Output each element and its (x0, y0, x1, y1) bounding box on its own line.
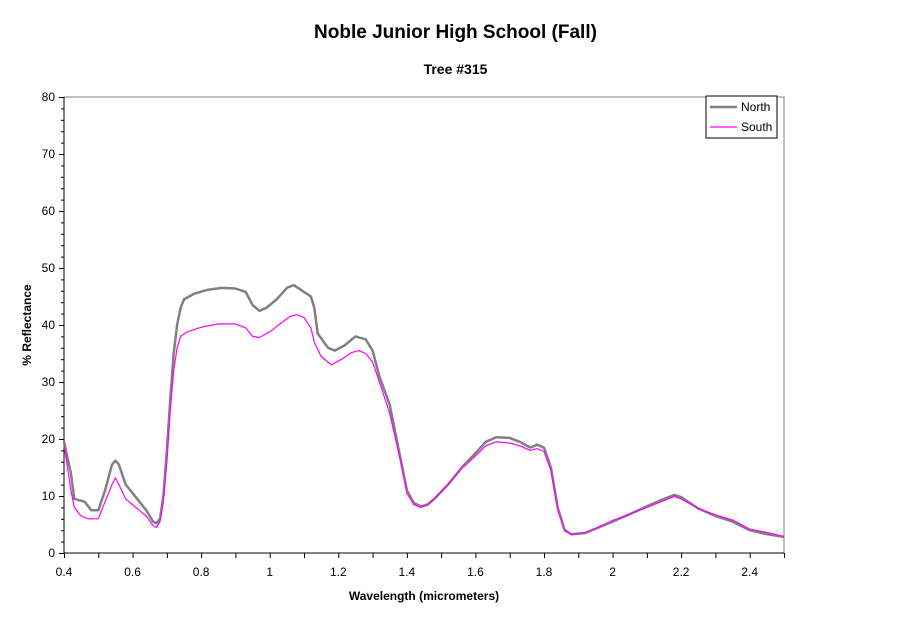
x-tick-label: 1.6 (467, 565, 484, 579)
x-tick-label: 2.4 (741, 565, 758, 579)
y-tick-label: 40 (42, 318, 56, 332)
y-tick-label: 20 (42, 432, 56, 446)
x-axis-label: Wavelength (micrometers) (349, 589, 499, 603)
y-tick-label: 50 (42, 261, 56, 275)
chart-title: Noble Junior High School (Fall) (314, 22, 597, 43)
y-tick-label: 60 (42, 204, 56, 218)
legend-box (705, 95, 778, 139)
legend-label-north: North (741, 100, 770, 114)
x-tick-label: 1.2 (330, 565, 347, 579)
x-tick-label: 0.4 (56, 565, 73, 579)
legend-label-south: South (741, 120, 772, 134)
legend: North South (705, 95, 778, 139)
y-axis-label: % Reflectance (20, 284, 34, 366)
x-tick-label: 0.8 (193, 565, 210, 579)
axes (63, 96, 785, 554)
y-tick-label: 0 (48, 546, 55, 560)
series-line-north (62, 283, 785, 539)
y-tick-label: 80 (42, 90, 56, 104)
y-tick-label: 70 (42, 147, 56, 161)
x-tick-label: 1.4 (399, 565, 416, 579)
chart-subtitle: Tree #315 (423, 61, 488, 77)
series-line-south (63, 314, 785, 538)
x-tick-label: 2 (609, 565, 616, 579)
y-tick-label: 10 (42, 489, 56, 503)
x-tick-label: 1.8 (536, 565, 553, 579)
x-tick-label: 1 (266, 565, 273, 579)
y-axis-ticks: 0 10 20 30 40 50 60 70 80 (42, 90, 64, 560)
x-axis-ticks: 0.4 0.6 0.8 1 1.2 1.4 1.6 1.8 2 2.2 2.4 (56, 553, 785, 579)
y-tick-label: 30 (42, 375, 56, 389)
x-tick-label: 0.6 (124, 565, 141, 579)
series-lines (62, 283, 785, 539)
x-tick-label: 2.2 (673, 565, 690, 579)
plot-area (63, 96, 785, 554)
